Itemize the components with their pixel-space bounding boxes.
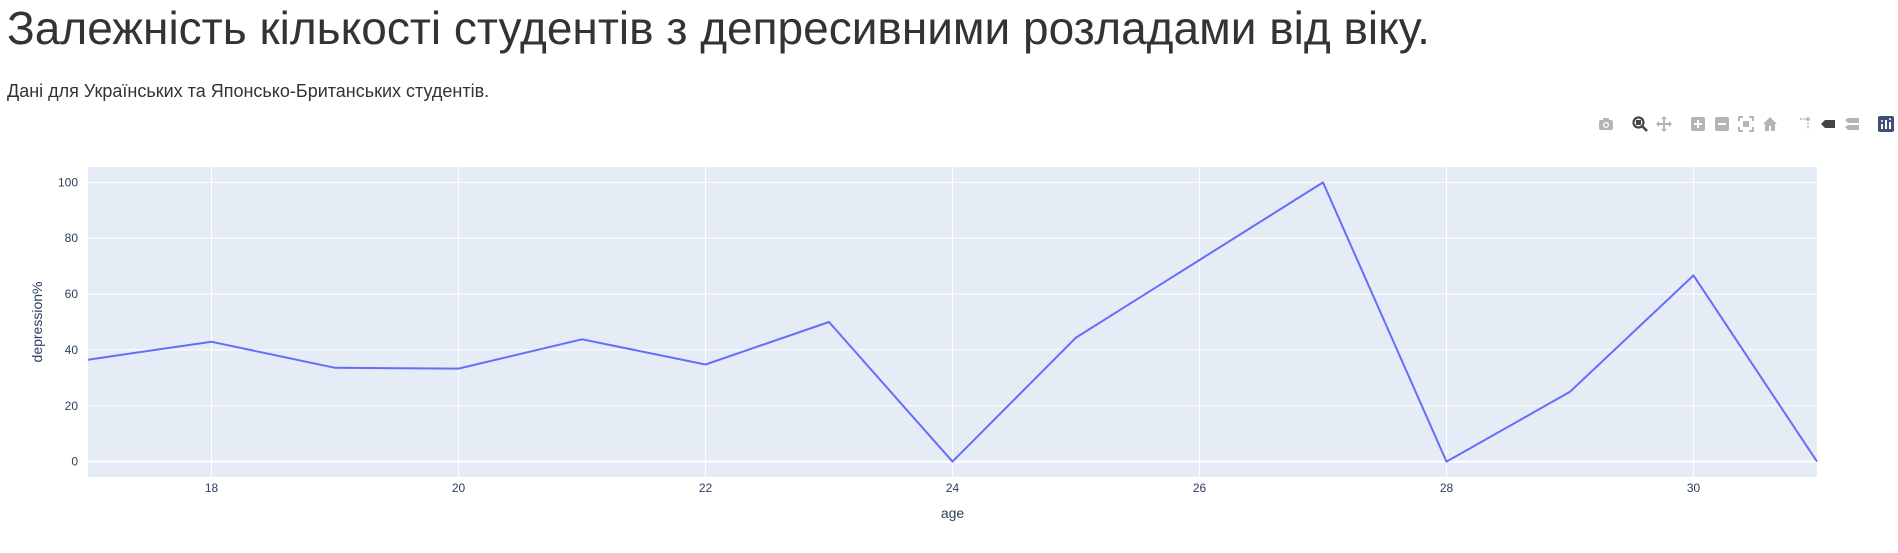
- hover-closest-icon[interactable]: [1820, 116, 1836, 132]
- modebar: [1598, 114, 1898, 134]
- home-icon[interactable]: [1762, 116, 1778, 132]
- y-axis-title: depression%: [29, 282, 45, 363]
- x-tick-label: 18: [205, 481, 219, 495]
- x-tick-label: 26: [1193, 481, 1207, 495]
- x-tick-label: 28: [1440, 481, 1454, 495]
- y-tick-label: 60: [65, 287, 79, 301]
- chart-subtitle: Дані для Українських та Японсько-Британс…: [7, 81, 489, 102]
- zoom-in-icon[interactable]: [1690, 116, 1706, 132]
- pan-icon[interactable]: [1656, 116, 1672, 132]
- autoscale-icon[interactable]: [1738, 116, 1754, 132]
- x-tick-label: 20: [452, 481, 466, 495]
- x-tick-label: 24: [946, 481, 960, 495]
- zoom-out-icon[interactable]: [1714, 116, 1730, 132]
- y-tick-label: 40: [65, 343, 79, 357]
- spike-lines-icon[interactable]: [1796, 116, 1812, 132]
- x-tick-label: 22: [699, 481, 713, 495]
- x-axis-title: age: [941, 505, 965, 521]
- x-tick-label: 30: [1687, 481, 1701, 495]
- y-tick-label: 100: [58, 175, 78, 189]
- plotly-logo-icon[interactable]: [1878, 116, 1894, 132]
- zoom-icon[interactable]: [1632, 116, 1648, 132]
- camera-icon[interactable]: [1598, 116, 1614, 132]
- y-tick-label: 80: [65, 231, 79, 245]
- chart-title: Залежність кількості студентів з депреси…: [7, 2, 1430, 55]
- y-tick-label: 0: [71, 455, 78, 469]
- y-tick-label: 20: [65, 399, 79, 413]
- hover-compare-icon[interactable]: [1844, 116, 1860, 132]
